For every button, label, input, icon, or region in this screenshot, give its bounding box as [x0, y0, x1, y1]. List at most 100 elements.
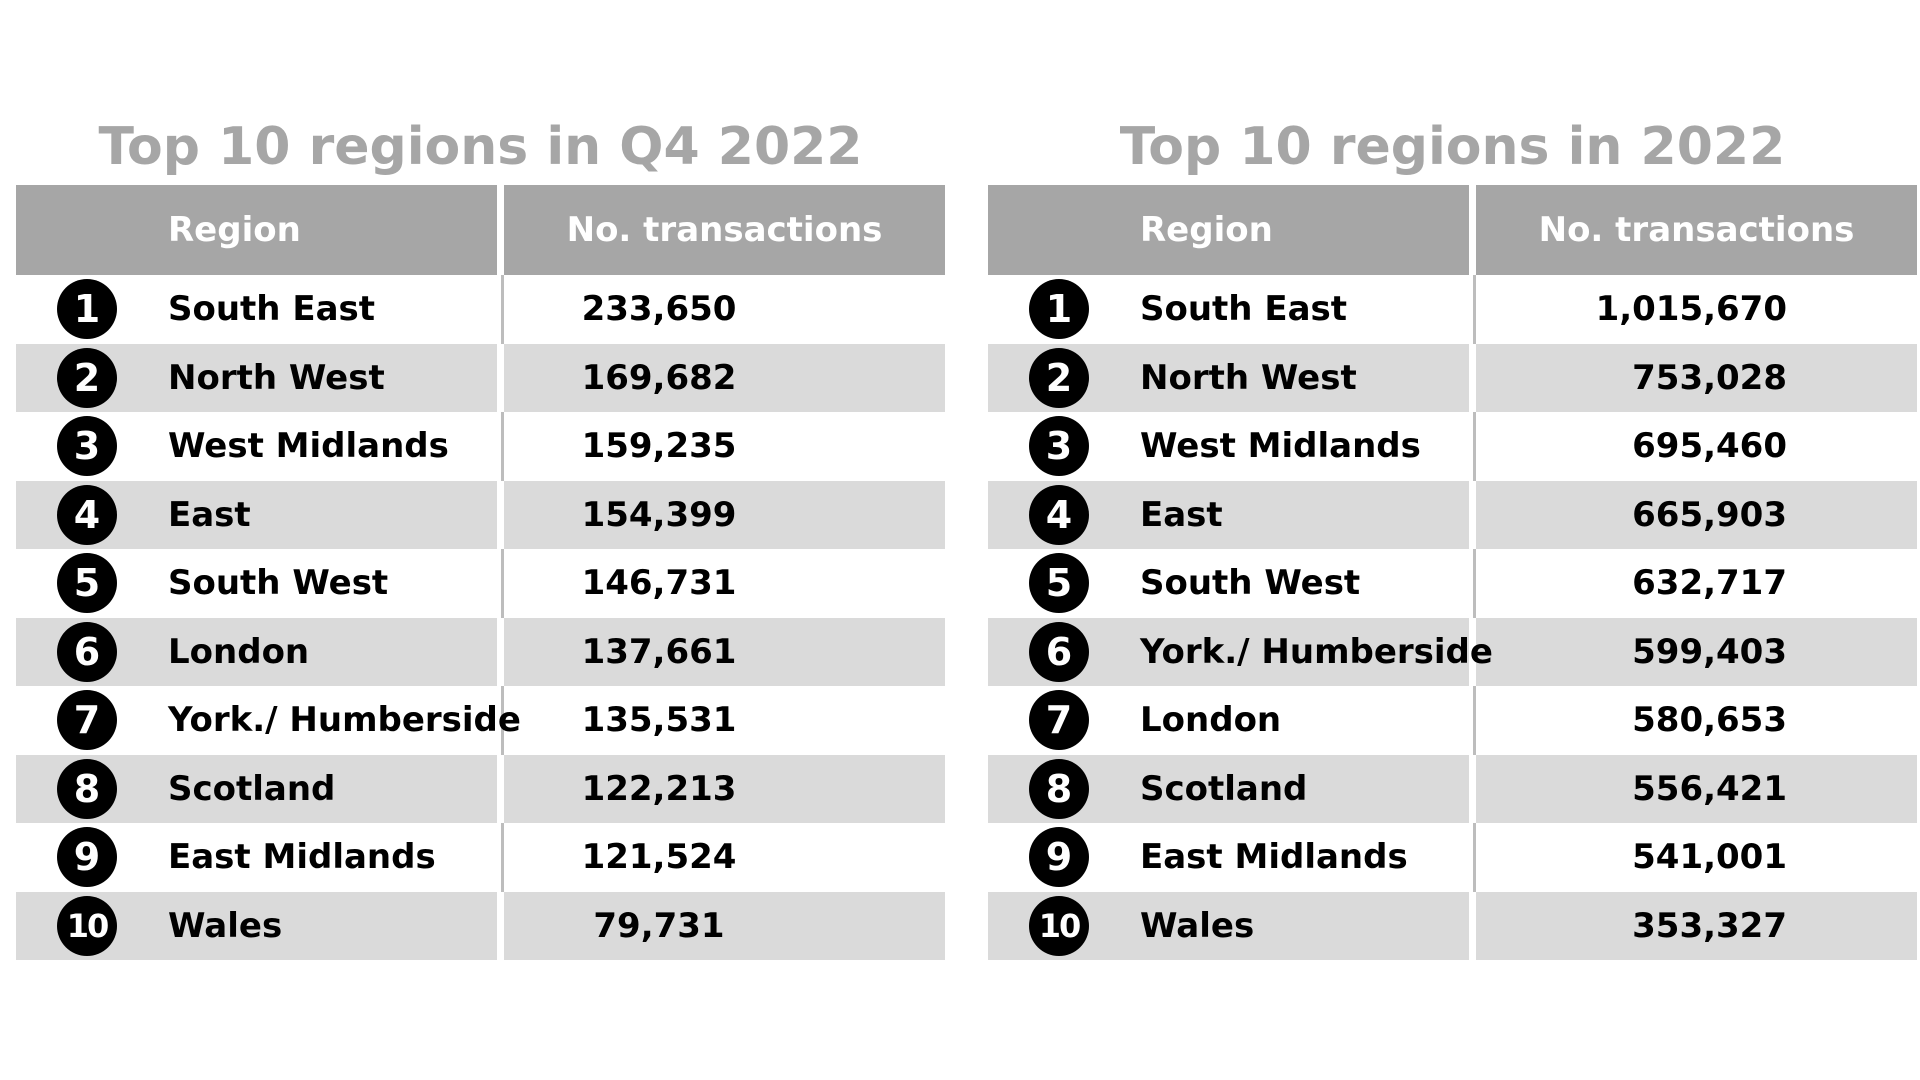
region-name: London: [168, 631, 310, 672]
transactions-cell: 154,399: [504, 481, 945, 550]
column-header-transactions: No. transactions: [566, 210, 883, 250]
region-name: Scotland: [1140, 768, 1308, 809]
transactions-value: 541,001: [1632, 837, 1787, 878]
region-name: South West: [1140, 563, 1361, 604]
rank-badge: 9: [57, 827, 117, 888]
region-cell: 1 South East: [16, 275, 504, 344]
table-body: 1 South East 1,015,670 2 North West 753,028 3 W…: [988, 275, 1917, 960]
rank-badge: 5: [1029, 553, 1089, 614]
transactions-value: 599,403: [1632, 631, 1787, 672]
transactions-cell: 353,327: [1476, 892, 1917, 961]
rank-badge: 7: [57, 690, 117, 751]
region-name: South West: [168, 563, 389, 604]
region-name: South East: [1140, 289, 1348, 330]
transactions-value: 753,028: [1632, 357, 1787, 398]
region-cell: 6 York./ Humberside: [988, 617, 1493, 686]
table-row: 1 South East 233,650: [16, 275, 945, 344]
table-header: Region No. transactions: [988, 185, 1917, 275]
region-name: North West: [168, 357, 385, 398]
transactions-value: 632,717: [1632, 563, 1787, 604]
region-name: West Midlands: [168, 426, 449, 467]
table-q4-2022: Top 10 regions in Q4 2022 Region No. tra…: [16, 110, 945, 960]
table-row: 5 South West 146,731: [16, 549, 945, 618]
table-row: 5 South West 632,717: [988, 549, 1917, 618]
transactions-cell: 121,524: [504, 823, 945, 892]
transactions-value: 122,213: [581, 768, 737, 809]
region-name: North West: [1140, 357, 1357, 398]
transactions-cell: 169,682: [504, 344, 945, 413]
table-row: 1 South East 1,015,670: [988, 275, 1917, 344]
transactions-value: 146,731: [581, 563, 737, 604]
transactions-cell: 632,717: [1476, 549, 1917, 618]
transactions-cell: 541,001: [1476, 823, 1917, 892]
rank-badge: 10: [1029, 895, 1089, 956]
transactions-value: 233,650: [581, 289, 737, 330]
table-row: 2 North West 753,028: [988, 343, 1917, 412]
rank-badge: 3: [57, 416, 117, 477]
table-row: 10 Wales 353,327: [988, 891, 1917, 961]
rank-badge: 6: [57, 621, 117, 682]
region-name: South East: [168, 289, 376, 330]
transactions-cell: 665,903: [1476, 481, 1917, 550]
transactions-cell: 599,403: [1476, 618, 1917, 687]
region-cell: 10 Wales: [16, 891, 504, 960]
region-cell: 2 North West: [16, 343, 504, 412]
region-cell: 9 East Midlands: [988, 823, 1476, 892]
region-cell: 3 West Midlands: [16, 412, 504, 481]
transactions-cell: 695,460: [1476, 412, 1917, 481]
region-name: Wales: [1140, 905, 1255, 946]
table-row: 3 West Midlands 695,460: [988, 412, 1917, 481]
table-row: 7 London 580,653: [988, 686, 1917, 755]
rank-badge: 4: [1029, 484, 1089, 545]
transactions-value: 169,682: [581, 357, 737, 398]
transactions-value: 79,731: [593, 905, 725, 946]
table-row: 6 London 137,661: [16, 617, 945, 687]
table-row: 9 East Midlands 121,524: [16, 823, 945, 892]
region-cell: 4 East: [988, 480, 1476, 549]
transactions-value: 135,531: [581, 700, 737, 741]
transactions-value: 137,661: [581, 631, 737, 672]
rank-badge: 8: [1029, 758, 1089, 819]
rank-badge: 7: [1029, 690, 1089, 751]
transactions-value: 580,653: [1632, 700, 1787, 741]
region-cell: 10 Wales: [988, 891, 1476, 960]
region-cell: 7 York./ Humberside: [16, 686, 521, 755]
region-cell: 4 East: [16, 480, 504, 549]
rank-badge: 8: [57, 758, 117, 819]
region-name: York./ Humberside: [168, 700, 521, 741]
column-header-region: Region: [988, 185, 1476, 275]
region-cell: 3 West Midlands: [988, 412, 1476, 481]
region-name: East: [1140, 494, 1223, 535]
table-title: Top 10 regions in 2022: [1119, 117, 1786, 177]
transactions-value: 154,399: [581, 494, 737, 535]
rank-badge: 9: [1029, 827, 1089, 888]
table-row: 2 North West 169,682: [16, 343, 945, 413]
rank-badge: 6: [1029, 621, 1089, 682]
rank-badge: 3: [1029, 416, 1089, 477]
rank-badge: 5: [57, 553, 117, 614]
region-cell: 7 London: [988, 686, 1476, 755]
transactions-cell: 135,531: [504, 686, 945, 755]
region-name: East Midlands: [1140, 837, 1408, 878]
transactions-value: 556,421: [1632, 768, 1787, 809]
table-row: 4 East 154,399: [16, 480, 945, 550]
table-row: 7 York./ Humberside 135,531: [16, 686, 945, 755]
region-cell: 8 Scotland: [988, 754, 1476, 823]
transactions-value: 353,327: [1632, 905, 1787, 946]
region-cell: 5 South West: [988, 549, 1476, 618]
transactions-cell: 1,015,670: [1476, 275, 1917, 344]
region-cell: 1 South East: [988, 275, 1476, 344]
rank-badge: 2: [57, 347, 117, 408]
table-row: 8 Scotland 556,421: [988, 754, 1917, 823]
table-row: 9 East Midlands 541,001: [988, 823, 1917, 892]
table-header: Region No. transactions: [16, 185, 945, 275]
rank-badge: 10: [57, 895, 117, 956]
transactions-cell: 137,661: [504, 618, 945, 687]
transactions-cell: 233,650: [504, 275, 945, 344]
transactions-cell: 146,731: [504, 549, 945, 618]
rank-badge: 1: [57, 279, 117, 340]
transactions-value: 695,460: [1632, 426, 1787, 467]
table-row: 8 Scotland 122,213: [16, 754, 945, 823]
table-2022: Top 10 regions in 2022 Region No. transa…: [988, 110, 1917, 960]
rank-badge: 2: [1029, 347, 1089, 408]
